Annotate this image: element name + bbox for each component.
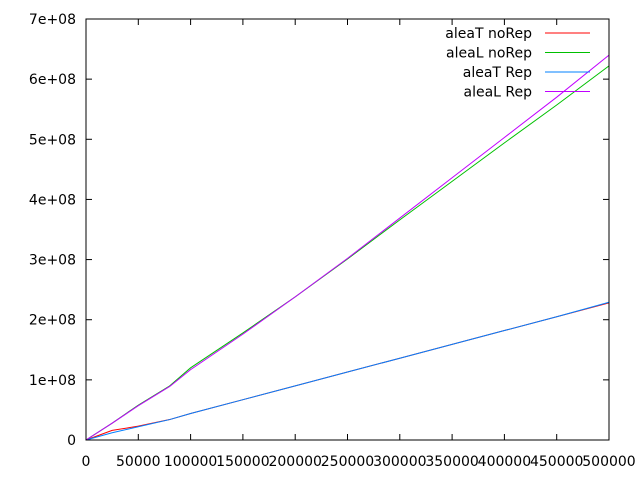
y-tick-label: 2e+08: [29, 313, 76, 329]
x-tick-label: 350000: [425, 454, 478, 470]
x-tick-labels: 0 50000 1000001500002000002500003000003500…: [82, 454, 636, 470]
y-tick-label: 7e+08: [29, 12, 76, 28]
x-tick-label: 200000: [268, 454, 321, 470]
series-layer: [85, 54, 610, 441]
series-line-aleat-rep: [85, 301, 610, 441]
x-tick-label: 0: [82, 454, 91, 470]
plot-area-frame: [85, 18, 610, 441]
legend-label: aleaL noRep: [446, 46, 532, 62]
x-tick-label: 400000: [478, 454, 531, 470]
y-tick-label: 3e+08: [29, 253, 76, 269]
legend-label: aleaL Rep: [463, 85, 532, 101]
legend: aleaT noRep aleaL noRep aleaT Rep aleaL Rep: [445, 26, 590, 101]
y-tick-label: 1e+08: [29, 373, 76, 389]
x-tick-label: 300000: [373, 454, 426, 470]
x-tick-label: 450000: [530, 454, 583, 470]
y-tick-label: 4e+08: [29, 192, 76, 208]
y-tick-label: 5e+08: [29, 132, 76, 148]
x-tick-label: 250000: [321, 454, 374, 470]
x-tick-label: 50000: [116, 454, 161, 470]
x-tick-label: 500000: [582, 454, 635, 470]
y-tick-label: 0: [67, 433, 76, 449]
series-line-aleal-rep: [85, 54, 610, 441]
x-tick-label: 100000: [164, 454, 217, 470]
legend-label: aleaT Rep: [463, 65, 532, 81]
x-tick-label: 150000: [216, 454, 269, 470]
y-tick-labels: 0 1e+08 2e+08 3e+08 4e+08 5e+08 6e+08 7e+08: [29, 12, 76, 449]
legend-label: aleaT noRep: [445, 26, 532, 42]
y-tick-label: 6e+08: [29, 72, 76, 88]
